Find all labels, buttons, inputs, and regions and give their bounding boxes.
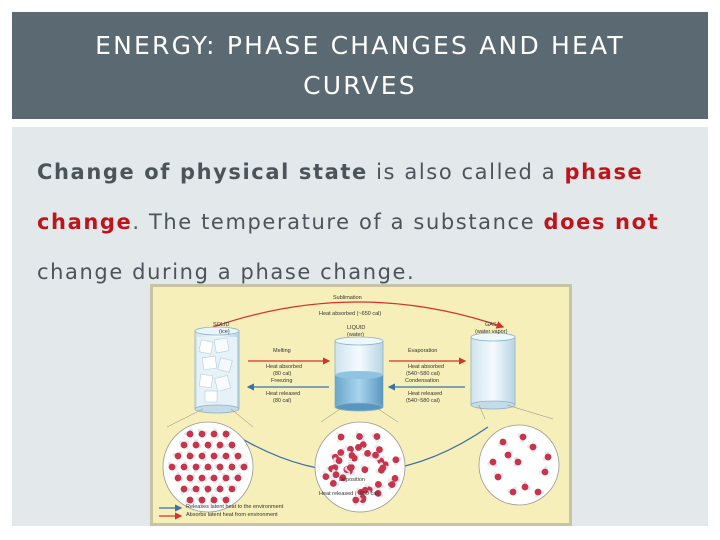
label-melting-heat: Heat absorbed (266, 364, 303, 370)
solid-beaker (194, 326, 240, 414)
label-melting: Melting (273, 348, 291, 354)
label-liquid-sub: (water) (347, 332, 365, 338)
label-solid-sub: (ice) (219, 329, 230, 335)
slide-title: ENERGY: PHASE CHANGES AND HEAT CURVES (95, 30, 625, 100)
gas-beaker (470, 332, 516, 410)
term-phase-change: phase change (37, 160, 644, 234)
label-condensation: Condensation (405, 378, 439, 384)
sublimation-arrow (212, 301, 505, 329)
label-gas: GAS (485, 322, 497, 328)
label-melting-cal: (80 cal) (273, 371, 292, 377)
text-segment-1: is also called a (367, 160, 565, 184)
label-gas-sub: (water vapor) (475, 329, 508, 335)
label-deposition: Deposition (339, 477, 365, 483)
legend-release-label: Releases latent heat to the environment (186, 504, 284, 510)
label-evaporation: Evaporation (408, 348, 438, 354)
liquid-molecules (314, 421, 406, 513)
label-deposition-heat: Heat released (~650 cal) (319, 491, 380, 497)
text-segment-2: . The temperature of a substance (132, 210, 544, 234)
phase-diagram-graphic (159, 301, 560, 520)
label-evaporation-cal: (540~580 cal) (406, 371, 440, 377)
term-change-of-state: Change of physical state (37, 160, 368, 184)
label-freezing-cal: (80 cal) (273, 398, 292, 404)
label-sublimation-heat: Heat absorbed (~650 cal) (319, 311, 382, 317)
phase-change-figure: Sublimation Heat absorbed (~650 cal) SOL… (150, 284, 572, 526)
text-segment-3: change during a phase change. (37, 260, 416, 284)
label-freezing-heat: Heat released (266, 391, 301, 397)
label-freezing: Freezing (271, 378, 293, 384)
label-solid: SOLID (213, 322, 230, 328)
label-evaporation-heat: Heat absorbed (408, 364, 445, 370)
legend-absorb-label: Absorbs latent heat from environment (186, 512, 278, 518)
term-does-not: does not (543, 210, 660, 234)
liquid-beaker (334, 336, 384, 412)
label-sublimation: Sublimation (333, 295, 362, 301)
water-molecules (167, 428, 552, 506)
label-liquid: LIQUID (347, 325, 366, 331)
label-condensation-cal: (540~580 cal) (406, 398, 440, 404)
body-text: Change of physical state is also called … (37, 147, 702, 297)
title-bar: ENERGY: PHASE CHANGES AND HEAT CURVES (12, 12, 708, 119)
label-condensation-heat: Heat released (408, 391, 443, 397)
